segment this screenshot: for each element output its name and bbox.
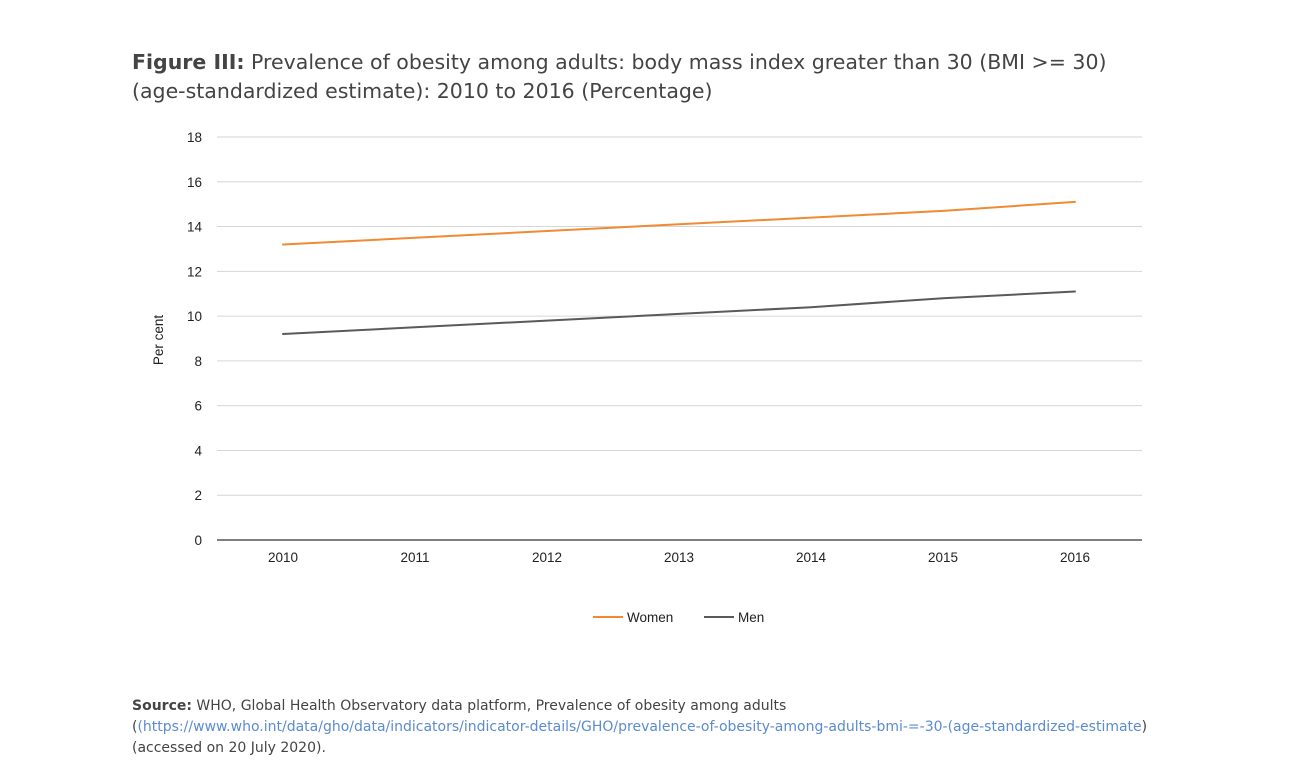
y-tick-label: 14 (187, 220, 203, 235)
y-tick-label: 0 (194, 533, 202, 548)
figure-title: Figure III: Prevalence of obesity among … (132, 48, 1132, 106)
y-tick-label: 6 (194, 399, 202, 414)
y-tick-label: 18 (187, 130, 202, 145)
source-link[interactable]: (https://www.who.int/data/gho/data/indic… (137, 719, 1142, 735)
y-axis-label: Per cent (151, 315, 166, 366)
source-note: Source: WHO, Global Health Observatory d… (132, 696, 1172, 759)
source-accessed: ) (accessed on 20 July 2020). (132, 719, 1148, 756)
y-tick-label: 8 (194, 354, 202, 369)
y-tick-label: 2 (194, 488, 202, 503)
series-line-men (282, 290, 1076, 335)
line-chart: 0 2 4 6 8 10 12 14 16 18 2010 2011 2012 2013 2014 2015… (151, 130, 1142, 625)
legend-label-women: Women (627, 610, 673, 625)
x-tick-label: 2016 (1060, 550, 1090, 565)
x-tick-label: 2013 (664, 550, 694, 565)
legend: Women Men (593, 610, 764, 625)
y-axis-ticks: 0 2 4 6 8 10 12 14 16 18 (187, 130, 203, 548)
series-line-women (282, 200, 1076, 246)
source-text: WHO, Global Health Observatory data plat… (132, 698, 787, 735)
figure-title-text: Prevalence of obesity among adults: body… (132, 50, 1107, 103)
y-tick-label: 16 (187, 175, 202, 190)
y-tick-label: 4 (194, 443, 202, 458)
x-tick-label: 2012 (532, 550, 562, 565)
y-tick-label: 12 (187, 264, 202, 279)
legend-label-men: Men (738, 610, 764, 625)
x-tick-label: 2015 (928, 550, 958, 565)
gridlines (217, 136, 1142, 541)
x-axis-ticks: 2010 2011 2012 2013 2014 2015 2016 (268, 550, 1090, 565)
figure-title-prefix: Figure III: (132, 50, 245, 74)
source-label: Source: (132, 698, 192, 714)
x-tick-label: 2014 (796, 550, 827, 565)
x-tick-label: 2010 (268, 550, 298, 565)
series-lines (282, 200, 1076, 335)
y-tick-label: 10 (187, 309, 202, 324)
x-tick-label: 2011 (400, 550, 429, 565)
